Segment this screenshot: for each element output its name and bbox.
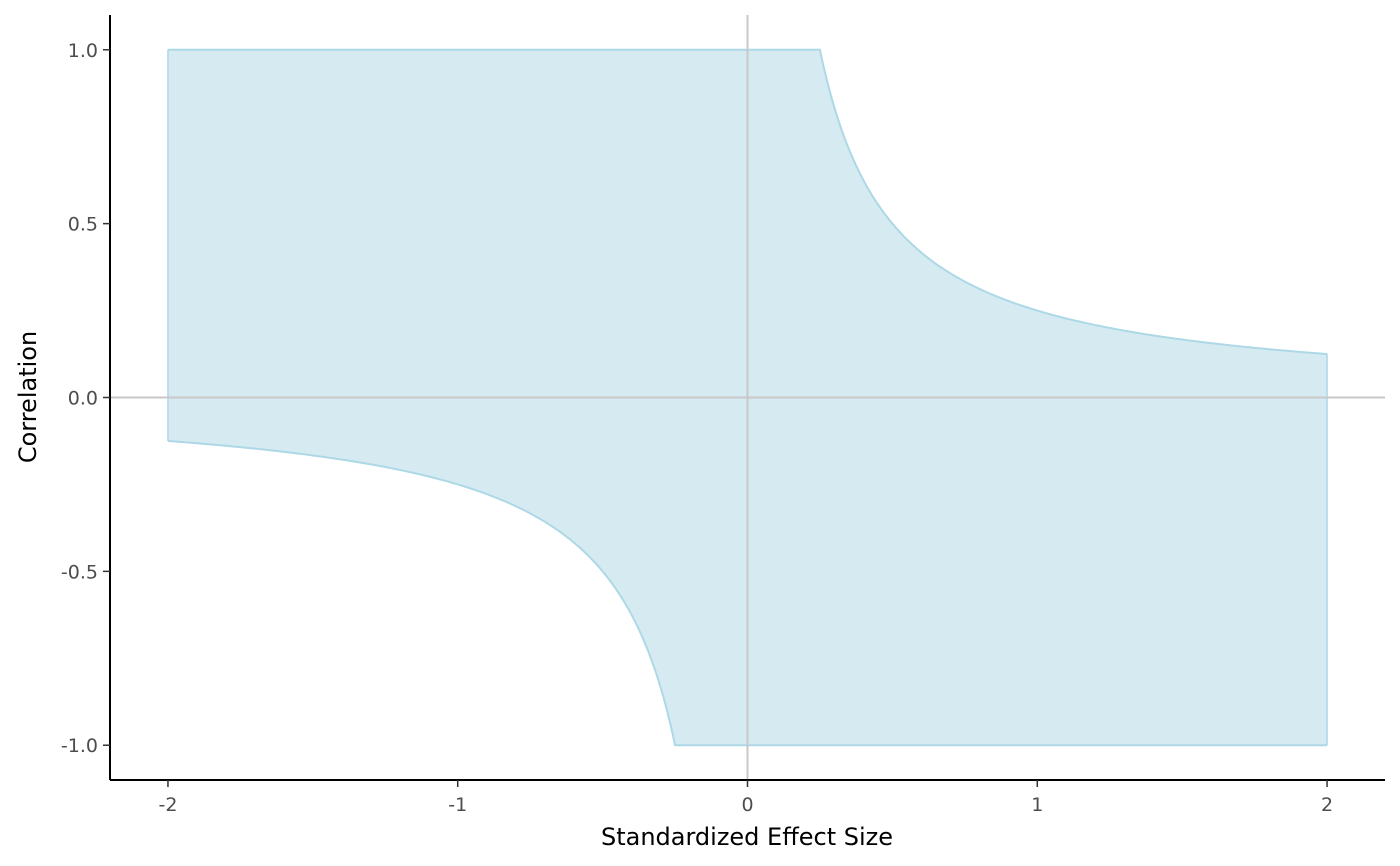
- y-tick-label: 0.0: [68, 388, 98, 410]
- tick-labels: -2 -1 0 1 2 -1.0 -0.5 0.0 0.5 1.0: [61, 40, 1333, 816]
- y-axis-title: Correlation: [14, 331, 42, 463]
- x-tick-label: -1: [448, 794, 467, 816]
- x-axis-title: Standardized Effect Size: [601, 823, 893, 851]
- x-tick-label: 1: [1031, 794, 1043, 816]
- y-tick-label: -0.5: [61, 561, 98, 583]
- plot-panel: [110, 15, 1385, 780]
- y-tick-label: 0.5: [68, 214, 98, 236]
- x-tick-label: -2: [158, 794, 177, 816]
- axes: [103, 15, 1385, 787]
- x-tick-label: 2: [1321, 794, 1333, 816]
- y-tick-label: 1.0: [68, 40, 98, 62]
- y-tick-label: -1.0: [61, 735, 98, 757]
- x-tick-label: 0: [741, 794, 753, 816]
